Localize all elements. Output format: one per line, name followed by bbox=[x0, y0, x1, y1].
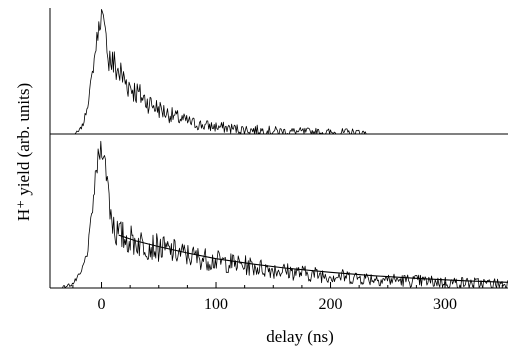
axis-labels: delay (ns) H⁺ yield (arb. units) bbox=[14, 83, 334, 346]
x-tick-label: 300 bbox=[433, 296, 457, 313]
measured-trace-bottom bbox=[61, 140, 508, 289]
x-axis-title: delay (ns) bbox=[266, 327, 334, 346]
x-tick-label: 100 bbox=[204, 296, 228, 313]
y-axis-title: H⁺ yield (arb. units) bbox=[14, 83, 33, 221]
data-marks bbox=[61, 9, 509, 289]
measured-trace-top bbox=[73, 9, 367, 135]
x-tick-label: 0 bbox=[98, 296, 106, 313]
x-tick-label: 200 bbox=[319, 296, 343, 313]
fit-curve-bottom bbox=[118, 234, 509, 283]
